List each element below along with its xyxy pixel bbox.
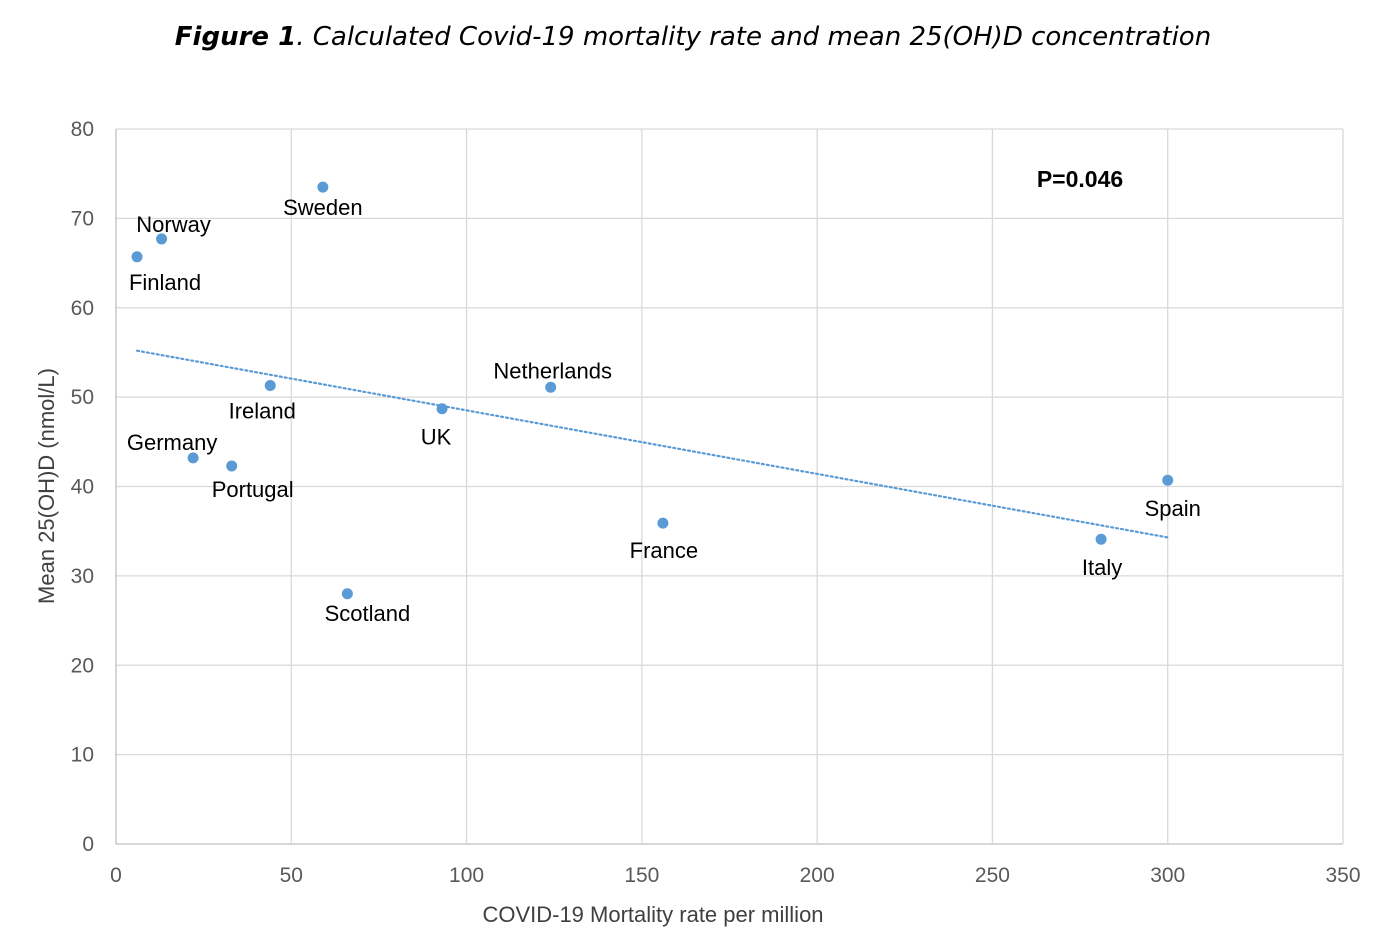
data-point <box>317 181 329 193</box>
point-label: Sweden <box>283 195 363 220</box>
y-tick-label: 10 <box>71 744 94 767</box>
point-label: France <box>630 538 698 563</box>
point-labels: Sweden Norway Finland Netherlands Ireland UK G… <box>127 195 1201 626</box>
x-tick-label: 100 <box>449 864 484 887</box>
data-point <box>187 452 199 464</box>
point-label: Scotland <box>325 601 411 626</box>
point-label: Portugal <box>212 477 294 502</box>
data-point <box>1162 474 1174 486</box>
data-point <box>156 233 168 245</box>
figure-title: Figure 1. Calculated Covid-19 mortality … <box>0 22 1386 52</box>
tick-labels: 0 10 20 30 40 50 60 70 80 0 50 100 150 200 250 300 350 <box>71 118 1361 887</box>
data-point <box>545 381 557 393</box>
x-tick-label: 50 <box>280 864 303 887</box>
point-label: Spain <box>1145 496 1201 521</box>
x-tick-label: 150 <box>624 864 659 887</box>
data-point <box>1095 533 1107 545</box>
x-axis-title: COVID-19 Mortality rate per million <box>482 902 823 927</box>
y-tick-label: 80 <box>71 118 94 141</box>
point-label: Netherlands <box>493 358 612 383</box>
y-tick-label: 20 <box>71 654 94 677</box>
data-point <box>341 588 353 600</box>
y-tick-label: 50 <box>71 386 94 409</box>
point-label: Ireland <box>229 399 296 424</box>
data-point <box>226 460 238 472</box>
figure-label: Figure 1 <box>174 22 297 52</box>
trendline <box>135 349 1169 539</box>
grid <box>115 128 1344 845</box>
data-point <box>131 251 143 263</box>
data-points <box>131 181 1174 600</box>
data-point <box>264 380 276 392</box>
y-tick-label: 60 <box>71 297 94 320</box>
data-point <box>436 403 448 415</box>
point-label: Germany <box>127 430 217 455</box>
x-tick-label: 0 <box>110 864 122 887</box>
y-tick-label: 0 <box>82 833 94 856</box>
trendline-layer <box>135 349 1169 539</box>
y-tick-label: 40 <box>71 476 94 499</box>
data-point <box>657 517 669 529</box>
point-label: Italy <box>1082 555 1122 580</box>
y-tick-label: 70 <box>71 207 94 230</box>
x-tick-label: 250 <box>975 864 1010 887</box>
point-label: UK <box>421 425 452 450</box>
p-value-annotation: P=0.046 <box>1037 166 1123 192</box>
x-tick-label: 300 <box>1150 864 1185 887</box>
y-tick-label: 30 <box>71 565 94 588</box>
figure-caption: . Calculated Covid-19 mortality rate and… <box>296 22 1212 52</box>
y-axis-title: Mean 25(OH)D (nmol/L) <box>34 368 59 604</box>
x-tick-label: 350 <box>1325 864 1360 887</box>
point-label: Finland <box>129 270 201 295</box>
x-tick-label: 200 <box>800 864 835 887</box>
point-label: Norway <box>136 212 211 237</box>
